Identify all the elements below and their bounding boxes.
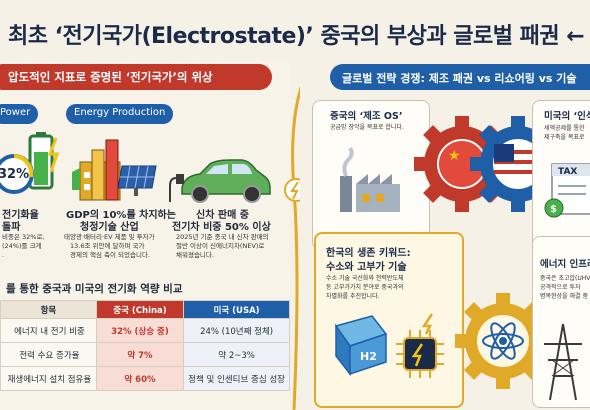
card-infra-heading: 에너지 인프라 bbox=[540, 259, 590, 270]
card-infra-body-3: 병목현상을 해결 중 bbox=[540, 293, 588, 300]
row-china: 32% (상승 중) bbox=[95, 318, 185, 343]
card-infra bbox=[532, 236, 590, 408]
card-korea-body-2: 등 고부가가치 분야로 중국과의 bbox=[326, 284, 404, 291]
stat2-body-3: 경제의 핵심 축이 되었습니다. bbox=[70, 251, 151, 259]
page-title: 최초 ‘전기국가(Electrostate)’ 중국의 부상과 글로벌 패권 ← bbox=[8, 24, 585, 49]
stat-tag-energy: Energy Production bbox=[66, 104, 174, 124]
stat-big-value: 32% bbox=[0, 167, 30, 182]
col-item: 항목 bbox=[0, 300, 97, 319]
stat1-body-2: (24%)를 크게 bbox=[2, 242, 42, 250]
row-item: 전력 수요 증가율 bbox=[0, 342, 97, 367]
row-usa: 정책 및 인센티브 중심 성장 bbox=[183, 366, 290, 391]
stat2-body-1: 태양광·배터리·EV 제품 및 투자가 bbox=[64, 233, 155, 241]
card-china-body: 공급망 장악을 목표로 합니다. bbox=[330, 124, 404, 131]
lightning-icon bbox=[421, 313, 434, 335]
hydrogen-tank-icon: H2 bbox=[334, 315, 388, 377]
card-korea-body-3: 차별화를 추진합니다. bbox=[326, 293, 380, 300]
stat3-heading-1: 신차 판매 중 bbox=[196, 210, 249, 221]
factory-icon bbox=[72, 139, 121, 201]
stat3-heading-2: 전기차 비중 50% 이상 bbox=[172, 222, 271, 233]
factory-icon bbox=[340, 146, 400, 212]
title-bar: 최초 ‘전기국가(Electrostate)’ 중국의 부상과 글로벌 패권 ← bbox=[0, 0, 590, 62]
stat3-body-2: 절반 이상이 신에너지차(NEV)로 bbox=[176, 242, 265, 250]
card-usa-heading: 미국의 ‘인식 bbox=[544, 111, 590, 122]
row-item: 에너지 내 전기 비중 bbox=[0, 318, 97, 343]
card-korea-heading-2: 수소와 고부가 기술 bbox=[326, 262, 407, 273]
power-tower-icon bbox=[544, 323, 582, 401]
table-row: 재생에너지 설치 점유율 약 60% 정책 및 인센티브 중심 성장 bbox=[0, 366, 290, 391]
right-section-header: 글로벌 전략 경쟁: 제조 패권 vs 리쇼어링 vs 기술 bbox=[330, 64, 590, 90]
right-panel: 글로벌 전략 경쟁: 제조 패권 vs 리쇼어링 vs 기술 중국의 ‘제조 O… bbox=[300, 60, 590, 410]
stat1-heading-2: 돌파 bbox=[2, 222, 21, 233]
atom-icon bbox=[455, 293, 551, 389]
tax-document-icon: TAX $ bbox=[544, 163, 590, 218]
row-usa: 약 2~3% bbox=[183, 342, 290, 367]
stat3-body-1: 2025년 기준 중국 내 신차 판매의 bbox=[176, 233, 269, 241]
stat2-heading-1: GDP의 10%를 차지하는 bbox=[66, 210, 176, 221]
row-usa: 24% (10년째 정체) bbox=[183, 318, 290, 343]
col-china: 중국 (China) bbox=[95, 300, 185, 319]
card-korea-heading-1: 한국의 생존 키워드: bbox=[326, 248, 411, 259]
card-korea-body-1: 수소 기술 국산화와 전력반도체 bbox=[326, 275, 404, 282]
card-infra-body-2: 공격적으로 투자 bbox=[540, 284, 581, 291]
tax-label: TAX bbox=[558, 167, 577, 177]
h2-label: H2 bbox=[360, 350, 377, 363]
stat2-body-2: 13.6조 위안에 달하며 국가 bbox=[70, 242, 145, 250]
comparison-table: 항목 중국 (China) 미국 (USA) 에너지 내 전기 비중 32% (… bbox=[0, 300, 290, 391]
col-usa: 미국 (USA) bbox=[183, 300, 290, 319]
card-usa-body-2: 제구축을 목표로 bbox=[544, 134, 585, 141]
left-panel: 압도적인 지표로 증명된 ‘전기국가’의 위상 Power 32% 전기화율 돌… bbox=[0, 60, 290, 410]
card-usa-body-1: 세액공제를 통한 bbox=[544, 125, 585, 132]
svg-text:$: $ bbox=[550, 204, 557, 215]
card-infra-body-1: 중국은 초고압(UHV) bbox=[540, 275, 590, 282]
ev-car-icon bbox=[169, 159, 271, 203]
card-china-os bbox=[312, 100, 430, 250]
card-china-heading: 중국의 ‘제조 OS’ bbox=[330, 111, 403, 122]
stat2-heading-2: 청정기술 산업 bbox=[80, 222, 139, 233]
stat3-body-3: 채워졌습니다. bbox=[176, 251, 214, 259]
solar-panel-icon bbox=[117, 165, 157, 196]
stat1-body-1: 비중은 32%로, bbox=[2, 233, 45, 241]
stat-tag-power: Power bbox=[0, 104, 39, 124]
svg-text:★: ★ bbox=[448, 148, 461, 164]
row-china: 약 7% bbox=[95, 342, 185, 367]
card-korea bbox=[314, 232, 464, 408]
row-china: 약 60% bbox=[95, 366, 185, 391]
table-row: 에너지 내 전기 비중 32% (상승 중) 24% (10년째 정체) bbox=[0, 318, 290, 343]
chip-icon bbox=[396, 330, 444, 378]
comparison-heading: 를 통한 중국과 미국의 전기화 역량 비교 bbox=[6, 283, 183, 295]
stat1-heading-1: 전기화율 bbox=[2, 210, 39, 221]
battery-icon bbox=[0, 132, 60, 194]
table-row: 전력 수요 증가율 약 7% 약 2~3% bbox=[0, 342, 290, 367]
left-section-header: 압도적인 지표로 증명된 ‘전기국가’의 위상 bbox=[0, 64, 272, 90]
stat1-body-3: . bbox=[2, 251, 5, 259]
row-item: 재생에너지 설치 점유율 bbox=[0, 366, 97, 391]
